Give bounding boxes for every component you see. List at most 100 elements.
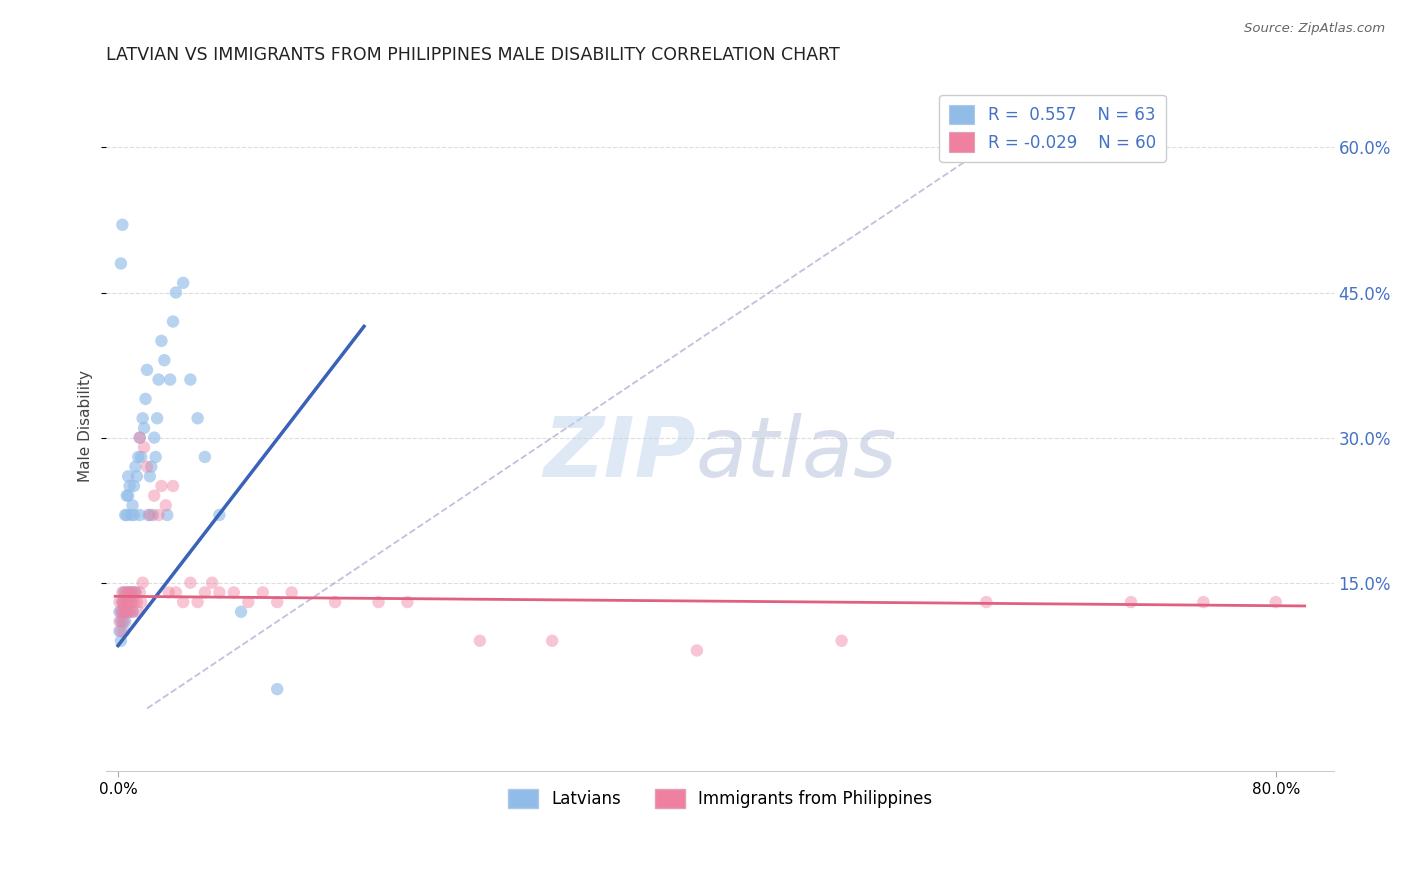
Point: [162, 479, 184, 493]
Point: [115, 508, 138, 522]
Point: [396, 595, 419, 609]
Point: [148, 508, 170, 522]
Point: [252, 585, 274, 599]
Point: [112, 595, 135, 609]
Point: [238, 595, 260, 609]
Point: [108, 624, 131, 639]
Point: [142, 508, 165, 522]
Point: [201, 575, 224, 590]
Point: [146, 411, 169, 425]
Point: [143, 431, 166, 445]
Point: [179, 575, 201, 590]
Y-axis label: Male Disability: Male Disability: [79, 369, 93, 482]
Point: [118, 479, 141, 493]
Point: [686, 643, 709, 657]
Point: [112, 624, 135, 639]
Point: [148, 373, 170, 387]
Point: [111, 605, 134, 619]
Point: [120, 595, 142, 609]
Point: [172, 276, 194, 290]
Point: [155, 499, 177, 513]
Point: [194, 585, 217, 599]
Point: [114, 585, 136, 599]
Text: Source: ZipAtlas.com: Source: ZipAtlas.com: [1244, 22, 1385, 36]
Point: [108, 615, 131, 629]
Point: [117, 489, 139, 503]
Point: [118, 585, 141, 599]
Point: [222, 585, 245, 599]
Point: [157, 585, 180, 599]
Point: [112, 615, 135, 629]
Point: [112, 605, 135, 619]
Point: [208, 585, 231, 599]
Point: [121, 499, 143, 513]
Point: [124, 459, 146, 474]
Point: [124, 585, 146, 599]
Point: [135, 392, 157, 406]
Point: [108, 605, 131, 619]
Point: [131, 411, 153, 425]
Point: [153, 353, 176, 368]
Point: [208, 508, 231, 522]
Point: [117, 585, 139, 599]
Point: [1192, 595, 1215, 609]
Point: [111, 605, 134, 619]
Point: [110, 256, 132, 270]
Point: [127, 450, 149, 464]
Point: [125, 469, 148, 483]
Point: [194, 450, 217, 464]
Point: [323, 595, 346, 609]
Point: [110, 615, 132, 629]
Point: [229, 605, 252, 619]
Point: [111, 595, 134, 609]
Point: [150, 479, 173, 493]
Point: [128, 431, 150, 445]
Point: [118, 605, 141, 619]
Point: [187, 411, 209, 425]
Point: [1119, 595, 1142, 609]
Point: [114, 508, 136, 522]
Point: [121, 605, 143, 619]
Point: [143, 489, 166, 503]
Point: [139, 508, 162, 522]
Text: atlas: atlas: [696, 413, 897, 493]
Point: [128, 431, 150, 445]
Point: [122, 595, 145, 609]
Point: [121, 585, 143, 599]
Point: [129, 450, 152, 464]
Point: [132, 440, 155, 454]
Point: [179, 373, 201, 387]
Point: [280, 585, 302, 599]
Point: [115, 489, 138, 503]
Point: [117, 595, 139, 609]
Point: [120, 508, 142, 522]
Point: [114, 595, 136, 609]
Point: [114, 615, 136, 629]
Point: [111, 615, 134, 629]
Point: [114, 605, 136, 619]
Point: [159, 373, 181, 387]
Point: [145, 450, 167, 464]
Point: [115, 595, 138, 609]
Point: [121, 605, 143, 619]
Point: [172, 595, 194, 609]
Point: [266, 595, 288, 609]
Point: [468, 633, 491, 648]
Point: [129, 595, 152, 609]
Point: [136, 459, 159, 474]
Point: [115, 605, 138, 619]
Point: [112, 585, 135, 599]
Point: [139, 469, 162, 483]
Point: [115, 585, 138, 599]
Point: [976, 595, 998, 609]
Text: ZIP: ZIP: [543, 413, 696, 493]
Point: [121, 585, 143, 599]
Point: [125, 595, 148, 609]
Point: [131, 575, 153, 590]
Point: [136, 363, 159, 377]
Point: [111, 595, 134, 609]
Point: [132, 421, 155, 435]
Point: [127, 605, 149, 619]
Point: [128, 585, 150, 599]
Point: [117, 469, 139, 483]
